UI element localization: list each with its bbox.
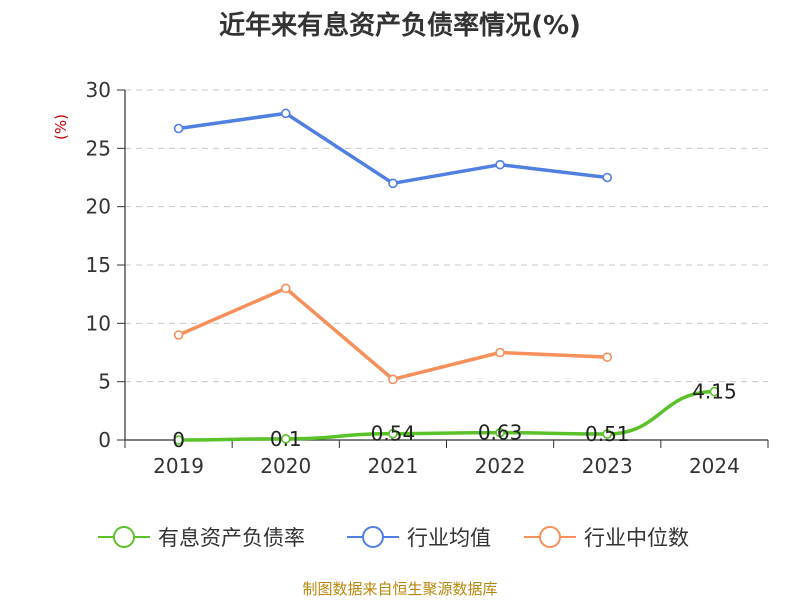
data-point [602, 172, 613, 183]
legend-label: 行业中位数 [584, 526, 689, 550]
data-label: 0.1 [270, 427, 302, 451]
data-point [388, 374, 398, 385]
y-tick-label: 15 [86, 253, 111, 277]
data-point [388, 178, 398, 189]
data-point [280, 108, 291, 119]
y-tick-label: 30 [86, 78, 111, 102]
data-point [495, 159, 505, 170]
legend-label: 有息资产负债率 [158, 526, 305, 550]
x-tick-label: 2024 [689, 454, 740, 478]
y-tick-label: 0 [98, 428, 111, 452]
source-note: 制图数据来自恒生聚源数据库 [302, 580, 497, 598]
legend-marker [362, 526, 384, 548]
x-axis-ticks: 2019 2020 2021 2022 2023 2024 [124, 440, 769, 478]
data-label: 4.15 [692, 380, 737, 404]
legend: 有息资产负债率 行业均值 行业中位数 [98, 526, 689, 550]
data-point [602, 429, 613, 439]
y-axis-ticks: 0 5 10 15 20 25 30 [86, 78, 125, 452]
y-axis-unit-label: (%) [52, 114, 70, 140]
data-point [173, 123, 184, 134]
y-tick-label: 10 [86, 311, 111, 335]
x-tick-label: 2022 [475, 454, 526, 478]
legend-label: 行业均值 [407, 526, 491, 550]
data-point [495, 347, 505, 358]
data-point [602, 352, 613, 362]
data-label: 0.51 [585, 422, 630, 446]
data-labels: 0 0.1 0.54 0.63 0.51 4.15 [172, 380, 736, 452]
x-tick-label: 2020 [260, 454, 311, 478]
data-label: 0.54 [371, 422, 416, 446]
data-label: 0 [172, 428, 185, 452]
x-tick-label: 2019 [153, 454, 204, 478]
data-point [280, 283, 291, 294]
data-point [173, 435, 184, 445]
data-point [173, 330, 184, 340]
y-tick-label: 25 [86, 136, 111, 160]
legend-marker [539, 526, 561, 548]
y-tick-label: 5 [98, 370, 111, 394]
series-line-0 [176, 389, 717, 442]
data-point [495, 427, 505, 438]
data-point [709, 386, 720, 397]
legend-marker [113, 526, 135, 548]
data-label: 0.63 [478, 421, 523, 445]
x-tick-label: 2023 [582, 454, 633, 478]
chart-title: 近年来有息资产负债率情况(%) [219, 10, 581, 41]
data-point [388, 428, 398, 439]
series-line-2 [176, 286, 609, 382]
series-lines [173, 108, 720, 445]
x-tick-label: 2021 [367, 454, 418, 478]
data-point [280, 434, 291, 444]
grid-lines [125, 89, 768, 383]
y-tick-label: 20 [86, 195, 111, 219]
